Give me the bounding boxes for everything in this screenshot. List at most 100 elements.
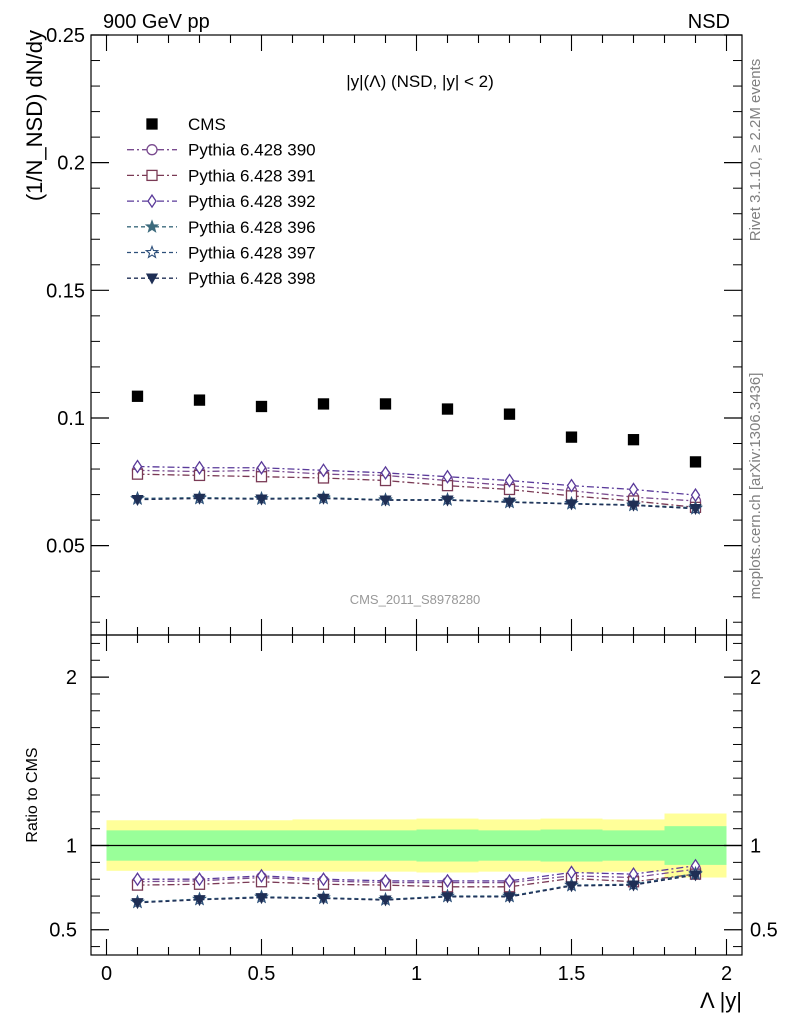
- ratio-ticks: 0.5 0.5 1 1 2 2 0 0.5 1 1.5 2: [49, 635, 778, 985]
- rivet-label: Rivet 3.1.10, ≥ 2.2M events: [747, 59, 764, 242]
- data-point: [627, 500, 640, 512]
- ratio-point: [193, 895, 206, 907]
- ratio-series-line: [137, 873, 696, 888]
- legend-marker: [146, 169, 158, 182]
- ratio-point: [627, 880, 640, 892]
- ratio-xlabel: Λ |y|: [700, 988, 742, 1013]
- main-panel: 0.05 0.1 0.15 0.2 0.25 |y|(Λ) (NSD, |y| < 2)…: [22, 25, 743, 636]
- y-tick-label: 0.2: [57, 153, 85, 175]
- legend-marker: [144, 219, 160, 233]
- data-point: [379, 495, 392, 507]
- data-point: [194, 460, 205, 475]
- legend: CMS Pythia 6.428 390 Pythia 6.428 391 Pythi…: [127, 115, 316, 288]
- ratio-y-tick-label: 2: [66, 667, 77, 689]
- data-point: [380, 465, 391, 481]
- data-point: [503, 497, 516, 509]
- data-point: [255, 494, 268, 506]
- data-point: [317, 398, 330, 410]
- legend-marker: [144, 244, 160, 259]
- data-point: [627, 434, 640, 446]
- ratio-series-line: [137, 868, 696, 884]
- ratio-series-line: [137, 874, 696, 904]
- y-tick-label: 0.25: [46, 25, 85, 47]
- main-title: |y|(Λ) (NSD, |y| < 2): [346, 72, 494, 91]
- ratio-y-tick-label-right: 1: [750, 836, 761, 858]
- header-left: 900 GeV pp: [103, 11, 210, 33]
- main-ticks: 0.05 0.1 0.15 0.2 0.25: [46, 25, 742, 635]
- y-tick-label: 0.1: [57, 408, 85, 430]
- ratio-point: [503, 892, 516, 904]
- ratio-ylabel: Ratio to CMS: [24, 747, 41, 842]
- data-point: [379, 398, 392, 410]
- legend-marker: [146, 118, 158, 130]
- legend-label: Pythia 6.428 390: [188, 141, 316, 160]
- data-point: [256, 460, 267, 475]
- ratio-point: [504, 873, 515, 889]
- ratio-point: [442, 873, 453, 889]
- ratio-series-line: [137, 872, 696, 903]
- data-point: [689, 503, 702, 515]
- watermark: CMS_2011_S8978280: [350, 592, 481, 607]
- data-point: [131, 390, 144, 402]
- series-pythia-6-428-397: [130, 490, 703, 515]
- ratio-point: [256, 868, 267, 884]
- series-pythia-6-428-396: [130, 490, 703, 514]
- main-ylabel: (1/N_NSD) dN/dy: [22, 30, 47, 201]
- series-pythia-6-428-398: [131, 493, 702, 515]
- legend-label: Pythia 6.428 392: [188, 192, 316, 211]
- series-pythia-6-428-392: [132, 459, 701, 503]
- ratio-point: [565, 881, 578, 893]
- data-point: [132, 459, 143, 474]
- x-tick-label: 1: [411, 963, 422, 985]
- data-point: [441, 495, 454, 507]
- legend-marker: [146, 144, 158, 156]
- ratio-point: [380, 873, 391, 889]
- ratio-series-line: [137, 865, 696, 882]
- series-pythia-6-428-391: [131, 468, 702, 513]
- data-point: [565, 431, 578, 443]
- legend-label: Pythia 6.428 398: [188, 269, 316, 288]
- data-point: [441, 403, 454, 415]
- x-tick-label: 0: [101, 963, 112, 985]
- ratio-point: [131, 898, 144, 910]
- legend-marker: [147, 193, 157, 209]
- data-point: [504, 473, 515, 488]
- legend-marker: [145, 273, 159, 285]
- ratio-frame: [90, 634, 743, 956]
- ratio-y-tick-label: 1: [66, 836, 77, 858]
- series-line: [137, 497, 696, 510]
- data-point: [628, 482, 639, 497]
- mcplots-label: mcplots.cern.ch [arXiv:1306.3436]: [747, 373, 764, 600]
- ratio-point: [318, 872, 329, 887]
- series-pythia-6-428-390: [131, 464, 702, 507]
- ratio-point: [132, 872, 143, 887]
- y-tick-label: 0.05: [46, 536, 85, 558]
- legend-label: Pythia 6.428 397: [188, 244, 316, 263]
- data-point: [255, 400, 268, 413]
- data-point: [131, 495, 144, 507]
- data-point: [193, 394, 206, 406]
- legend-label: Pythia 6.428 391: [188, 166, 316, 185]
- data-point: [565, 499, 578, 511]
- ratio-plot-area: [91, 813, 742, 910]
- x-tick-label: 0.5: [248, 963, 276, 985]
- ratio-series-pythia-6-428-398: [131, 870, 702, 910]
- data-point: [566, 478, 577, 493]
- ratio-panel: 0.5 0.5 1 1 2 2 0 0.5 1 1.5 2 Ratio to CMS Λ |y|: [24, 634, 778, 1013]
- series-line: [137, 465, 696, 496]
- ratio-point: [194, 872, 205, 887]
- ratio-point: [317, 893, 330, 905]
- ratio-series-line: [137, 873, 696, 903]
- data-point: [317, 493, 330, 505]
- ratio-point: [441, 892, 454, 904]
- ratio-point: [255, 893, 268, 905]
- legend-label: CMS: [188, 115, 226, 134]
- y-tick-label: 0.15: [46, 280, 85, 302]
- ratio-point: [689, 870, 702, 882]
- ratio-y-tick-label-right: 2: [750, 667, 761, 689]
- data-point: [442, 469, 453, 484]
- series-line: [137, 469, 696, 502]
- ratio-series-pythia-6-428-392: [132, 858, 701, 889]
- ratio-series-pythia-6-428-397: [130, 866, 703, 909]
